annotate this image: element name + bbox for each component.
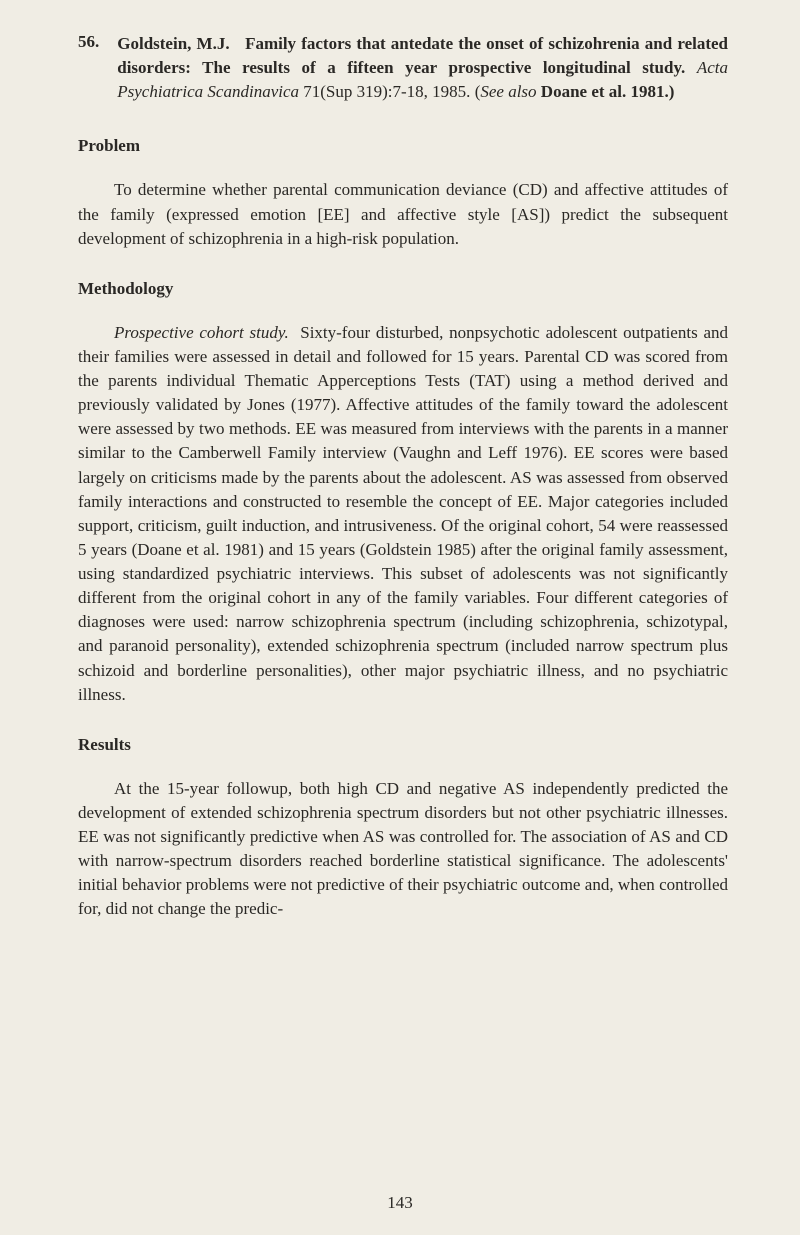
entry-citation-details: 71(Sup 319):7-18, 1985.: [303, 82, 470, 101]
entry-number: 56.: [78, 32, 117, 52]
methodology-body: Prospective cohort study. Sixty-four dis…: [78, 321, 728, 707]
page-number: 143: [0, 1193, 800, 1213]
see-also-ref: Doane et al. 1981.): [541, 82, 675, 101]
entry-citation: Goldstein, M.J. Family factors that ante…: [117, 32, 728, 104]
methodology-lead: Prospective cohort study.: [114, 323, 289, 342]
results-body: At the 15-year followup, both high CD an…: [78, 777, 728, 922]
results-heading: Results: [78, 735, 728, 755]
entry-header: 56. Goldstein, M.J. Family factors that …: [78, 32, 728, 104]
entry-author: Goldstein, M.J.: [117, 34, 229, 53]
methodology-heading: Methodology: [78, 279, 728, 299]
problem-heading: Problem: [78, 136, 728, 156]
see-also-label: See also: [480, 82, 536, 101]
problem-body: To determine whether parental communicat…: [78, 178, 728, 250]
methodology-text: Sixty-four disturbed, nonpsychotic adole…: [78, 323, 728, 704]
